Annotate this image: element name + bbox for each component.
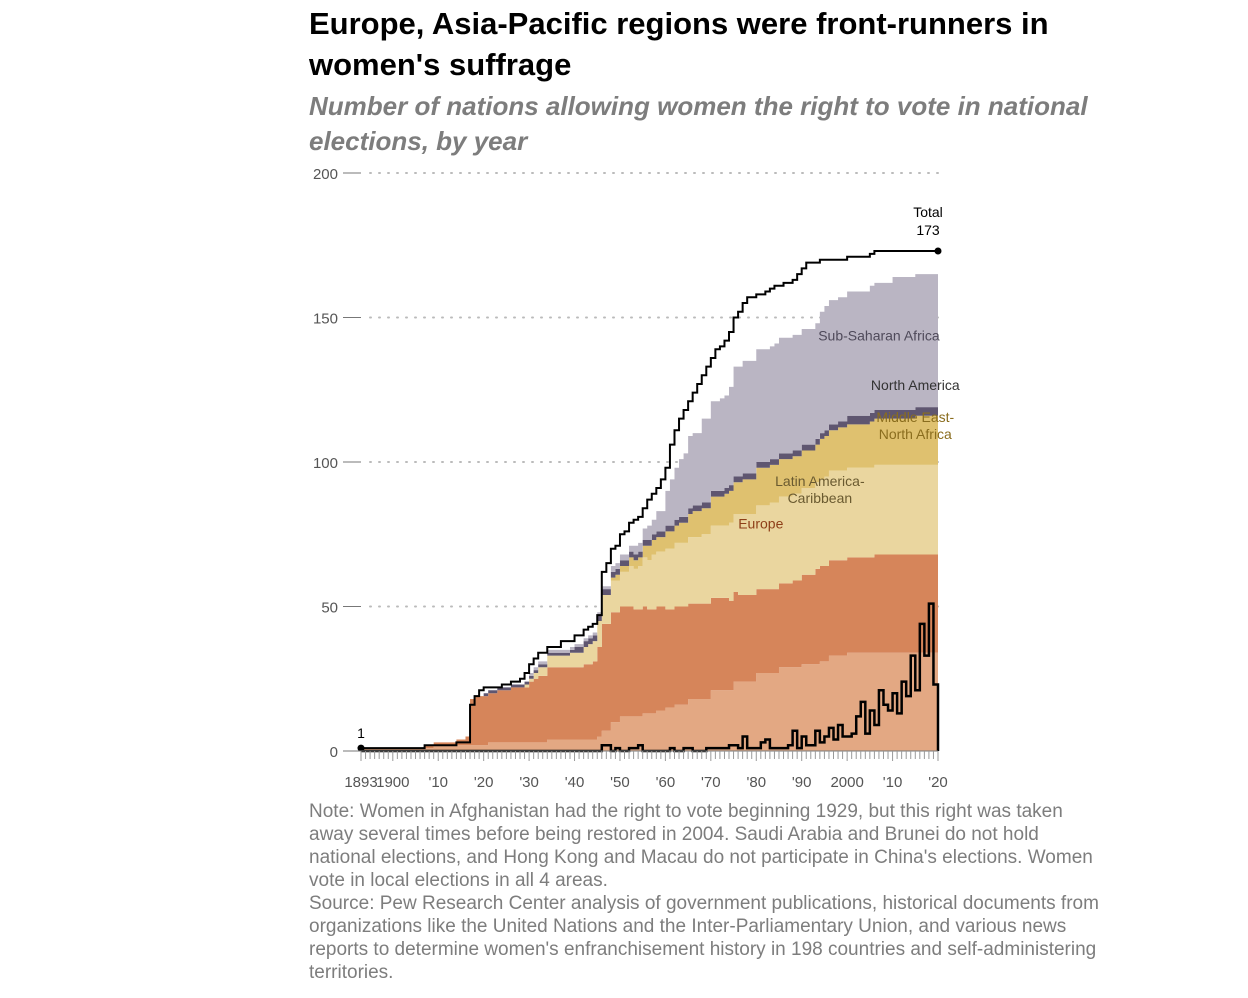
y-tick-label: 200: [313, 166, 338, 183]
total-start-label: 1: [357, 725, 365, 741]
x-tick-label: '80: [746, 774, 766, 791]
label-layer: 1 Total 173 Europe Latin America-Caribbean Mi…: [356, 203, 960, 743]
chart-subtitle: Number of nations allowing women the rig…: [309, 91, 1088, 156]
series-label-latin_america_caribbean: Latin America-Caribbean: [775, 473, 865, 506]
series-label-middle_east_north_africa: Middle East-North Africa: [876, 409, 954, 442]
y-tick-label: 50: [321, 600, 338, 617]
total-start-dot: [357, 744, 365, 752]
total-end-dot: [934, 247, 942, 255]
x-tick-label: '20: [474, 774, 494, 791]
series-label-sub_saharan_africa: Sub-Saharan Africa: [818, 328, 940, 344]
area-series-north_america: [361, 381, 938, 749]
x-tick-label: '60: [656, 774, 676, 791]
chart-source: Source: Pew Research Center analysis of …: [309, 893, 1099, 983]
x-tick-label: '50: [610, 774, 630, 791]
x-tick-label: 1893: [344, 774, 377, 791]
area-series-sub_saharan_africa: [361, 248, 938, 749]
x-tick-label: '90: [792, 774, 812, 791]
y-tick-label: 0: [330, 744, 338, 761]
area-series-latin_america_caribbean: [361, 438, 938, 749]
total-end-label: Total 173: [913, 204, 943, 238]
x-tick-label: 2000: [830, 774, 863, 791]
area-layer: [361, 248, 938, 751]
x-tick-label: '70: [701, 774, 721, 791]
series-label-europe: Europe: [738, 515, 783, 531]
x-tick-label: '30: [519, 774, 539, 791]
x-tick-label: 1900: [376, 774, 409, 791]
chart-title: Europe, Asia-Pacific regions were front-…: [309, 6, 1049, 82]
area-series-middle_east_north_africa: [361, 389, 938, 749]
y-tick-label: 150: [313, 311, 338, 328]
series-label-north_america: North America: [871, 377, 960, 393]
x-tick-label: '20: [928, 774, 948, 791]
x-tick-label: '10: [428, 774, 448, 791]
x-tick-label: '10: [883, 774, 903, 791]
chart-note: Note: Women in Afghanistan had the right…: [309, 801, 1093, 891]
total-line: [361, 250, 938, 750]
area-series-asia_pacific: [361, 652, 938, 751]
y-tick-label: 100: [313, 455, 338, 472]
x-tick-label: '40: [565, 774, 585, 791]
notes-block: Note: Women in Afghanistan had the right…: [309, 800, 1099, 984]
area-series-europe: [361, 528, 938, 749]
